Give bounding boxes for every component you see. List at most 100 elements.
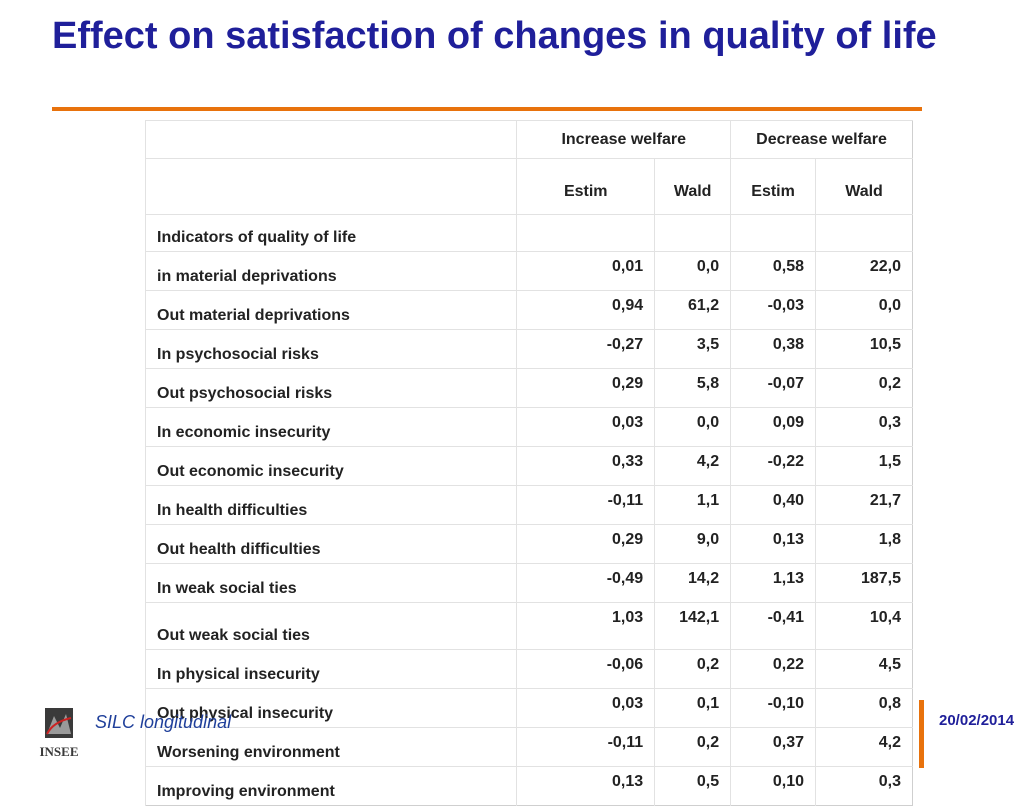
row-label: In psychosocial risks xyxy=(144,329,517,369)
increase-wald-cell: 0,0 xyxy=(654,251,731,291)
increase-estim-cell: -0,11 xyxy=(516,727,655,767)
row-label: Out psychosocial risks xyxy=(144,368,517,408)
increase-estim-cell: 0,29 xyxy=(516,524,655,564)
increase-estim-cell: 1,03 xyxy=(516,602,655,650)
table-row: In economic insecurity 0,03 0,0 0,09 0,3 xyxy=(144,407,913,447)
col-header-estim: Estim xyxy=(516,158,655,215)
decrease-estim-cell: 0,09 xyxy=(730,407,816,447)
increase-wald-cell: 142,1 xyxy=(654,602,731,650)
increase-estim-cell: -0,06 xyxy=(516,649,655,689)
table-row: Out economic insecurity 0,33 4,2 -0,22 1,5 xyxy=(144,446,913,486)
empty-cell xyxy=(654,214,731,252)
insee-logo: INSEE xyxy=(39,708,79,759)
row-label: Out material deprivations xyxy=(144,290,517,330)
decrease-wald-cell: 10,5 xyxy=(815,329,913,369)
table-row: Improving environment 0,13 0,5 0,10 0,3 xyxy=(144,766,913,806)
decrease-wald-cell: 1,5 xyxy=(815,446,913,486)
table-row: Out material deprivations 0,94 61,2 -0,03 0,… xyxy=(144,290,913,330)
table-group-header-row: Increase welfare Decrease welfare xyxy=(144,120,913,159)
table-row: In weak social ties -0,49 14,2 1,13 187,5 xyxy=(144,563,913,603)
increase-estim-cell: -0,27 xyxy=(516,329,655,369)
increase-estim-cell: 0,13 xyxy=(516,766,655,806)
decrease-wald-cell: 4,2 xyxy=(815,727,913,767)
increase-wald-cell: 61,2 xyxy=(654,290,731,330)
decrease-wald-cell: 0,8 xyxy=(815,688,913,728)
decrease-estim-cell: 0,58 xyxy=(730,251,816,291)
decrease-wald-cell: 187,5 xyxy=(815,563,913,603)
increase-wald-cell: 0,1 xyxy=(654,688,731,728)
row-label: Out physical insecurity xyxy=(144,688,517,728)
col-header-estim: Estim xyxy=(730,158,816,215)
increase-wald-cell: 0,0 xyxy=(654,407,731,447)
row-label: In health difficulties xyxy=(144,485,517,525)
increase-wald-cell: 0,2 xyxy=(654,727,731,767)
decrease-wald-cell: 1,8 xyxy=(815,524,913,564)
header-empty-cell xyxy=(144,158,517,215)
increase-wald-cell: 3,5 xyxy=(654,329,731,369)
decrease-estim-cell: -0,41 xyxy=(730,602,816,650)
row-label: in material deprivations xyxy=(144,251,517,291)
decrease-estim-cell: -0,10 xyxy=(730,688,816,728)
table-row: Worsening environment -0,11 0,2 0,37 4,2 xyxy=(144,727,913,767)
row-label: In weak social ties xyxy=(144,563,517,603)
group-header-increase: Increase welfare xyxy=(516,120,731,159)
increase-estim-cell: -0,11 xyxy=(516,485,655,525)
empty-cell xyxy=(516,214,655,252)
increase-wald-cell: 9,0 xyxy=(654,524,731,564)
group-header-decrease: Decrease welfare xyxy=(730,120,913,159)
increase-estim-cell: 0,01 xyxy=(516,251,655,291)
increase-estim-cell: 0,03 xyxy=(516,407,655,447)
increase-estim-cell: 0,33 xyxy=(516,446,655,486)
table-row: Out weak social ties 1,03 142,1 -0,41 10,4 xyxy=(144,602,913,650)
row-label: Improving environment xyxy=(144,766,517,806)
table-row: in material deprivations 0,01 0,0 0,58 22,0 xyxy=(144,251,913,291)
row-label: Out economic insecurity xyxy=(144,446,517,486)
increase-wald-cell: 1,1 xyxy=(654,485,731,525)
row-label: In physical insecurity xyxy=(144,649,517,689)
increase-wald-cell: 0,5 xyxy=(654,766,731,806)
table-body: in material deprivations 0,01 0,0 0,58 22,0 O… xyxy=(144,251,913,806)
table-row: Out physical insecurity 0,03 0,1 -0,10 0,8 xyxy=(144,688,913,728)
decrease-wald-cell: 4,5 xyxy=(815,649,913,689)
increase-wald-cell: 0,2 xyxy=(654,649,731,689)
decrease-estim-cell: 1,13 xyxy=(730,563,816,603)
decrease-estim-cell: -0,22 xyxy=(730,446,816,486)
increase-wald-cell: 14,2 xyxy=(654,563,731,603)
col-header-wald: Wald xyxy=(815,158,913,215)
decrease-wald-cell: 0,2 xyxy=(815,368,913,408)
decrease-wald-cell: 21,7 xyxy=(815,485,913,525)
decrease-estim-cell: -0,07 xyxy=(730,368,816,408)
footer-source: SILC longitudinal xyxy=(95,712,232,732)
increase-estim-cell: 0,29 xyxy=(516,368,655,408)
footer-divider xyxy=(919,700,924,768)
decrease-estim-cell: 0,13 xyxy=(730,524,816,564)
increase-wald-cell: 4,2 xyxy=(654,446,731,486)
decrease-estim-cell: 0,22 xyxy=(730,649,816,689)
decrease-estim-cell: 0,37 xyxy=(730,727,816,767)
row-label: Out weak social ties xyxy=(144,602,517,650)
table-row: In psychosocial risks -0,27 3,5 0,38 10,5 xyxy=(144,329,913,369)
footer-date: 20/02/2014 xyxy=(939,712,1015,729)
decrease-estim-cell: 0,10 xyxy=(730,766,816,806)
results-table: Increase welfare Decrease welfare Estim … xyxy=(144,120,913,806)
decrease-wald-cell: 10,4 xyxy=(815,602,913,650)
logo-text: INSEE xyxy=(39,744,78,759)
row-label: In economic insecurity xyxy=(144,407,517,447)
increase-estim-cell: 0,03 xyxy=(516,688,655,728)
decrease-estim-cell: 0,40 xyxy=(730,485,816,525)
empty-cell xyxy=(730,214,816,252)
increase-estim-cell: -0,49 xyxy=(516,563,655,603)
decrease-wald-cell: 22,0 xyxy=(815,251,913,291)
row-label: Out health difficulties xyxy=(144,524,517,564)
slide-title: Effect on satisfaction of changes in qua… xyxy=(52,15,937,57)
title-underline xyxy=(52,107,922,111)
decrease-wald-cell: 0,3 xyxy=(815,766,913,806)
col-header-wald: Wald xyxy=(654,158,731,215)
section-label: Indicators of quality of life xyxy=(144,214,517,252)
table-row: In physical insecurity -0,06 0,2 0,22 4,5 xyxy=(144,649,913,689)
table-row: Out health difficulties 0,29 9,0 0,13 1,8 xyxy=(144,524,913,564)
table-row: Out psychosocial risks 0,29 5,8 -0,07 0,2 xyxy=(144,368,913,408)
header-empty-cell xyxy=(144,120,517,159)
decrease-estim-cell: -0,03 xyxy=(730,290,816,330)
decrease-estim-cell: 0,38 xyxy=(730,329,816,369)
